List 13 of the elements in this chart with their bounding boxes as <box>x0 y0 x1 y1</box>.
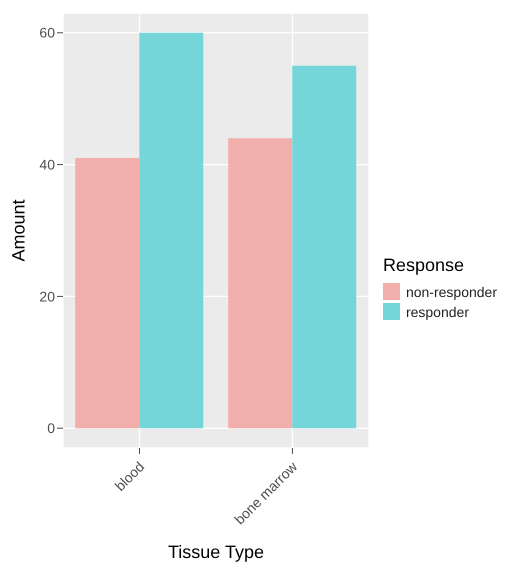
legend-label: non-responder <box>404 282 497 302</box>
y-axis-title: Amount <box>8 199 28 262</box>
bar <box>292 66 356 428</box>
bar <box>75 158 140 428</box>
bar <box>139 32 204 428</box>
y-tick-label: 40 <box>39 156 56 173</box>
x-axis-title: Tissue Type <box>168 542 264 562</box>
legend-title: Response <box>382 254 465 276</box>
y-tick-label: 0 <box>47 420 56 436</box>
legend-label: responder <box>404 302 470 322</box>
y-tick-label: 60 <box>39 24 56 41</box>
y-tick-label: 20 <box>39 288 56 304</box>
bar <box>228 138 292 428</box>
